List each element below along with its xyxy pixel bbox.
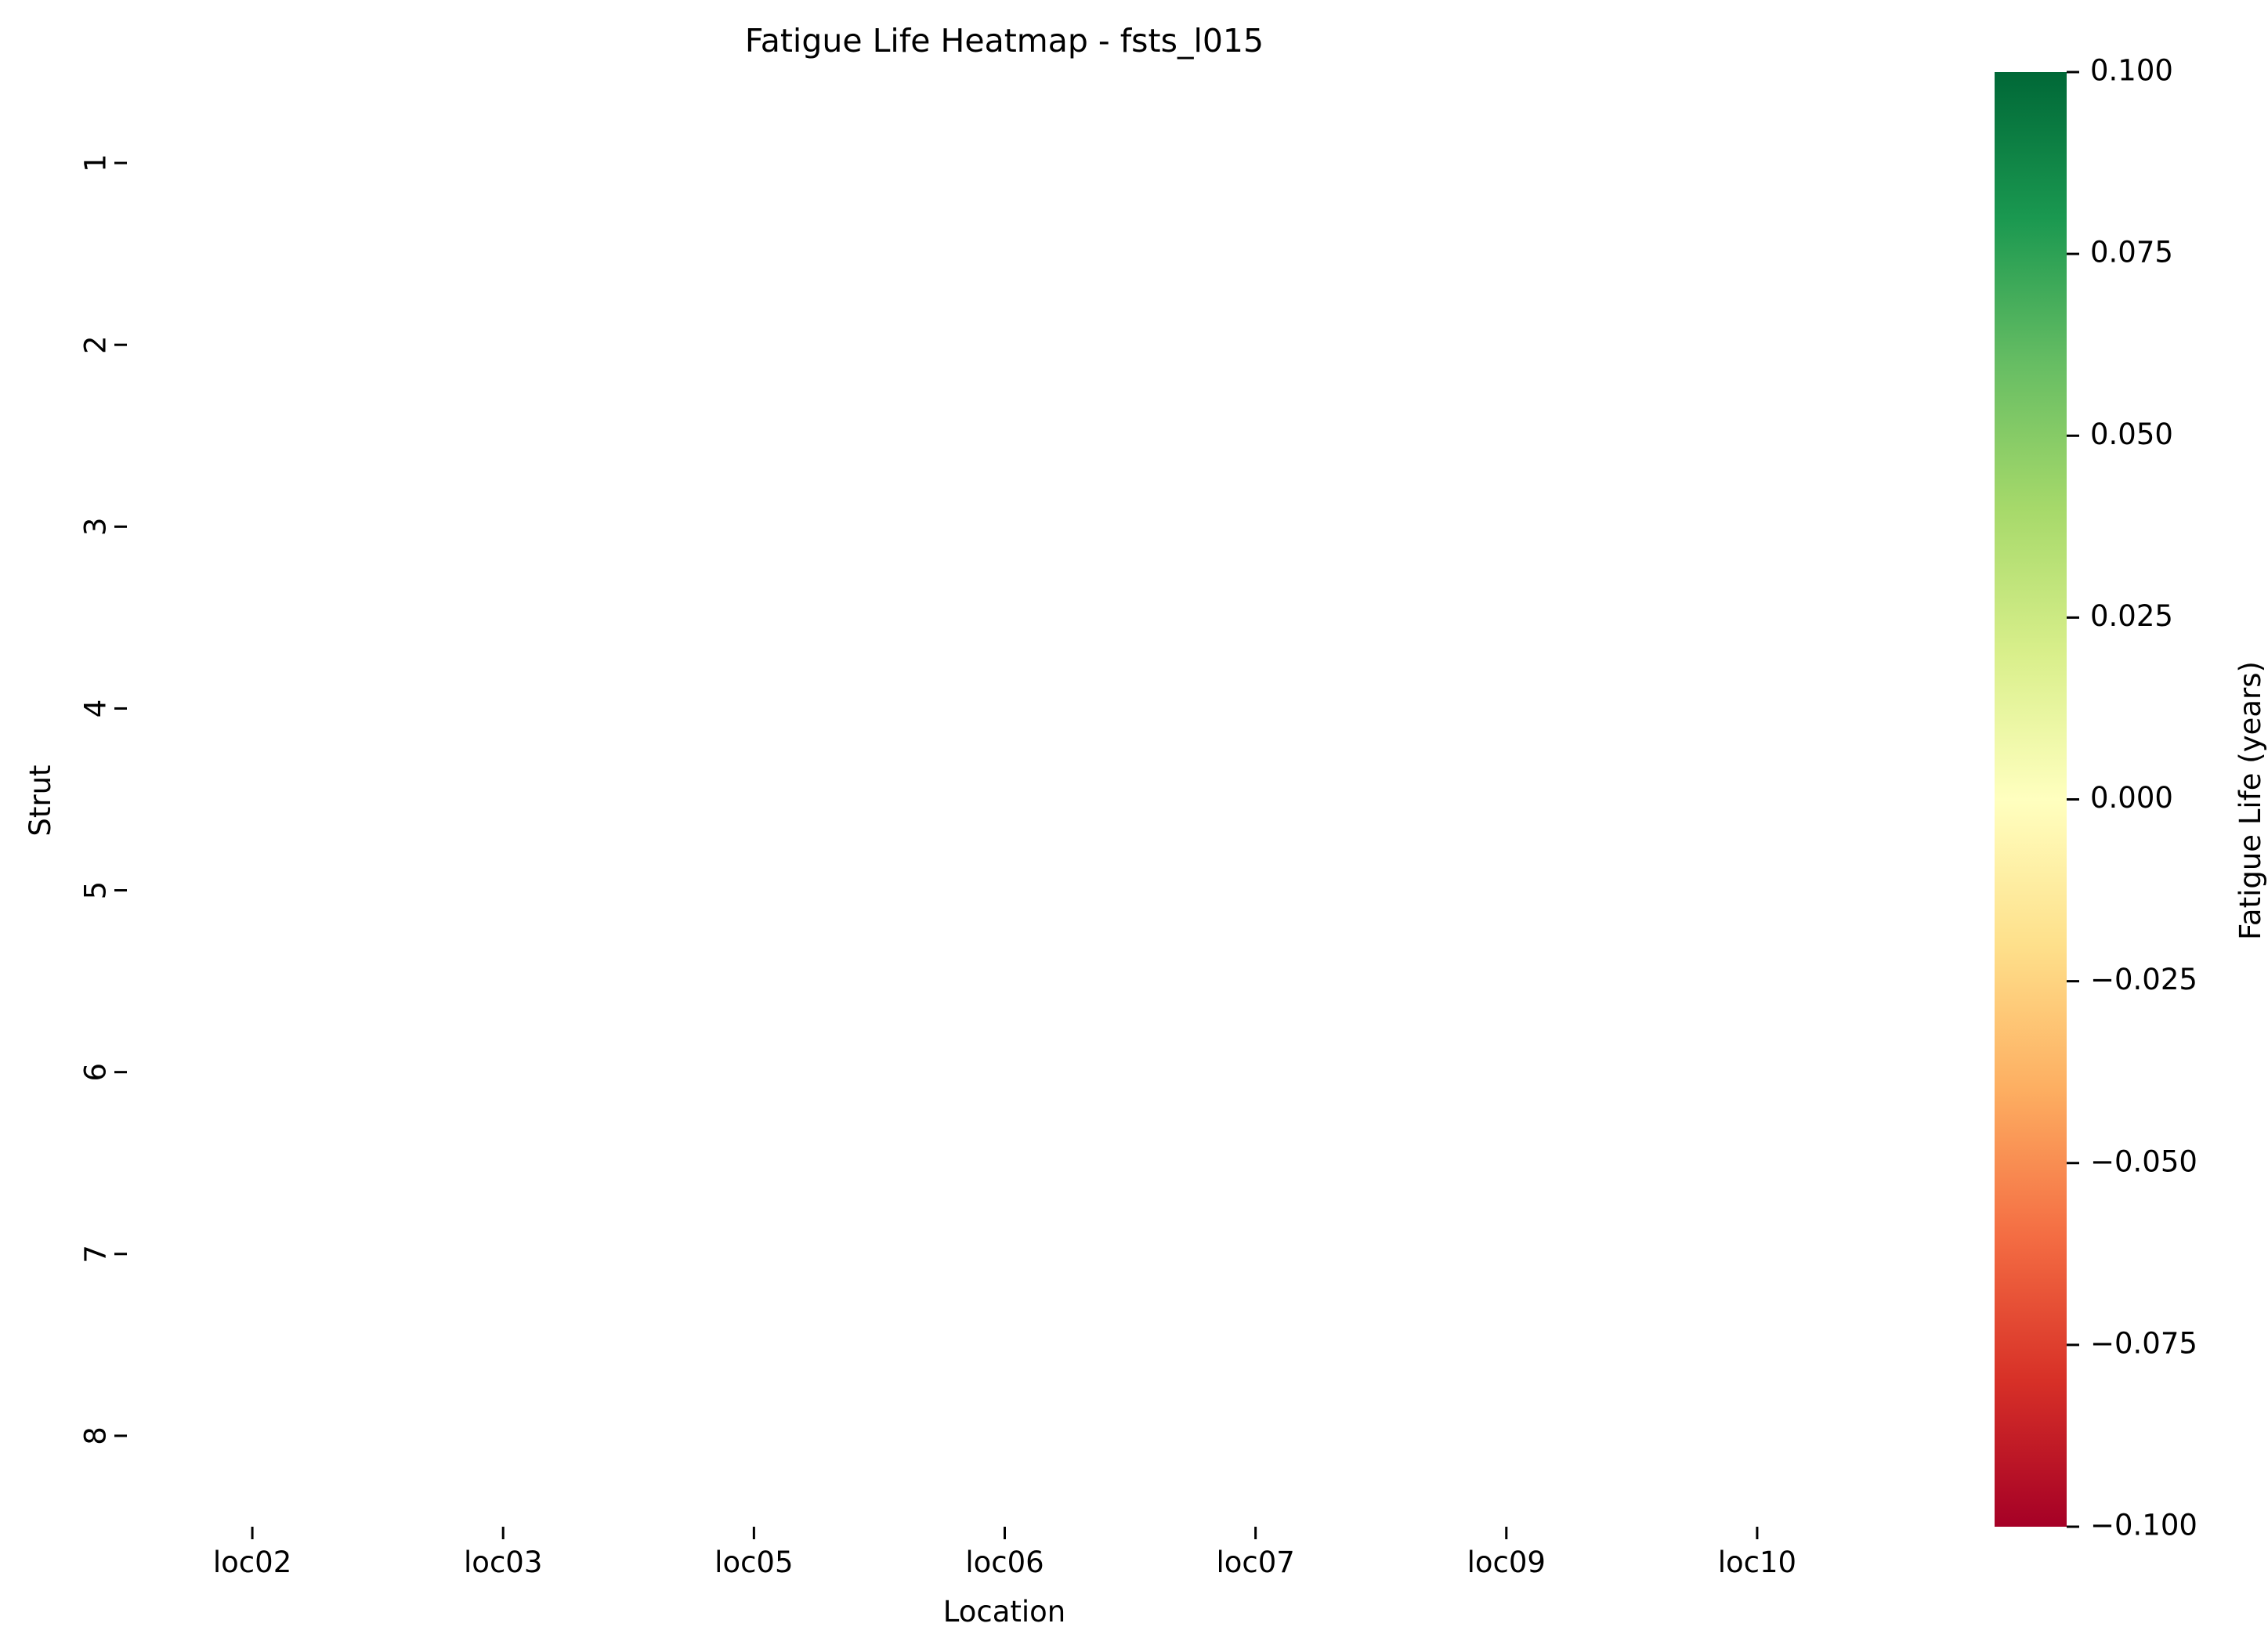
heatmap-cell bbox=[1632, 436, 1883, 617]
heatmap-cell bbox=[127, 72, 378, 254]
heatmap-cell bbox=[628, 982, 879, 1163]
heatmap-cell bbox=[879, 800, 1130, 982]
x-tick-label: loc05 bbox=[714, 1546, 793, 1579]
x-axis-label: Location bbox=[943, 1595, 1066, 1629]
heatmap-cell bbox=[628, 72, 879, 254]
y-tick-label: 6 bbox=[79, 1063, 113, 1082]
x-axis: loc02 loc03 loc05 loc06 loc07 loc09 loc10 bbox=[213, 1527, 1796, 1579]
x-tick-label: loc10 bbox=[1718, 1546, 1796, 1579]
heatmap-cell bbox=[628, 254, 879, 436]
heatmap-cell bbox=[1130, 800, 1381, 982]
y-tick-label: 5 bbox=[79, 881, 113, 900]
colorbar-ticks: 0.100 0.075 0.050 0.025 0.000 −0.025 −0.050 −0.… bbox=[2067, 54, 2197, 1542]
colorbar: 0.100 0.075 0.050 0.025 0.000 −0.025 −0.050 −0.… bbox=[1995, 54, 2267, 1542]
heatmap-cell bbox=[1381, 1345, 1632, 1527]
heatmap-cell bbox=[1381, 1163, 1632, 1345]
heatmap-cell bbox=[628, 1163, 879, 1345]
heatmap-cell bbox=[1632, 617, 1883, 799]
colorbar-tick-label: 0.050 bbox=[2090, 418, 2173, 451]
heatmap-cell bbox=[127, 1163, 378, 1345]
heatmap-cell bbox=[378, 436, 628, 617]
heatmap-cell bbox=[628, 800, 879, 982]
heatmap-cell bbox=[1381, 436, 1632, 617]
heatmap-cell bbox=[127, 254, 378, 436]
heatmap-cell bbox=[628, 1345, 879, 1527]
heatmap-cell bbox=[378, 617, 628, 799]
heatmap-cell bbox=[879, 254, 1130, 436]
heatmap-cell bbox=[879, 617, 1130, 799]
y-tick-label: 1 bbox=[79, 154, 113, 172]
colorbar-tick-label: −0.100 bbox=[2090, 1509, 2197, 1542]
colorbar-tick-label: −0.050 bbox=[2090, 1144, 2197, 1178]
heatmap-cell bbox=[1632, 800, 1883, 982]
y-axis-label: Strut bbox=[24, 765, 57, 836]
colorbar-tick-label: −0.075 bbox=[2090, 1326, 2197, 1360]
colorbar-gradient bbox=[1995, 72, 2067, 1527]
plot-area bbox=[127, 72, 1883, 1527]
heatmap-cell bbox=[127, 617, 378, 799]
colorbar-label: Fatigue Life (years) bbox=[2234, 661, 2267, 940]
heatmap-cell bbox=[879, 72, 1130, 254]
heatmap-cell bbox=[1130, 1163, 1381, 1345]
heatmap-cell bbox=[1381, 800, 1632, 982]
heatmap-cell bbox=[628, 617, 879, 799]
colorbar-tick-label: 0.025 bbox=[2090, 599, 2173, 633]
heatmap-cell bbox=[1381, 254, 1632, 436]
heatmap-cell bbox=[378, 800, 628, 982]
heatmap-cell bbox=[1632, 1163, 1883, 1345]
heatmap-cell bbox=[378, 254, 628, 436]
heatmap-cell bbox=[1130, 72, 1381, 254]
heatmap-cell bbox=[1381, 982, 1632, 1163]
heatmap-cell bbox=[1130, 617, 1381, 799]
x-tick-label: loc09 bbox=[1467, 1546, 1546, 1579]
heatmap-cell bbox=[127, 1345, 378, 1527]
heatmap-cell bbox=[628, 436, 879, 617]
y-tick-label: 8 bbox=[79, 1426, 113, 1445]
y-tick-label: 7 bbox=[79, 1245, 113, 1264]
heatmap-cell bbox=[1632, 72, 1883, 254]
heatmap-cell bbox=[378, 1345, 628, 1527]
heatmap-cell bbox=[1381, 617, 1632, 799]
heatmap-cell bbox=[879, 436, 1130, 617]
colorbar-tick-label: 0.075 bbox=[2090, 236, 2173, 269]
heatmap-cell bbox=[378, 982, 628, 1163]
x-tick-label: loc07 bbox=[1216, 1546, 1294, 1579]
colorbar-tick-label: 0.000 bbox=[2090, 781, 2173, 815]
heatmap-cell bbox=[1632, 982, 1883, 1163]
y-tick-label: 2 bbox=[79, 335, 113, 354]
heatmap-cell bbox=[1632, 254, 1883, 436]
heatmap-cell bbox=[127, 436, 378, 617]
heatmap-cell bbox=[127, 800, 378, 982]
heatmap-cell bbox=[879, 1345, 1130, 1527]
heatmap-cell bbox=[1130, 436, 1381, 617]
x-tick-label: loc06 bbox=[965, 1546, 1044, 1579]
heatmap-cell bbox=[879, 982, 1130, 1163]
heatmap-cell bbox=[1632, 1345, 1883, 1527]
y-axis: 1 2 3 4 5 6 7 8 bbox=[79, 154, 127, 1445]
chart-title: Fatigue Life Heatmap - fsts_l015 bbox=[745, 22, 1264, 60]
heatmap-cell bbox=[1130, 254, 1381, 436]
heatmap-cell bbox=[378, 72, 628, 254]
heatmap-cell bbox=[1381, 72, 1632, 254]
heatmap-cell bbox=[378, 1163, 628, 1345]
x-tick-label: loc02 bbox=[213, 1546, 291, 1579]
heatmap-cell bbox=[1130, 982, 1381, 1163]
heatmap-cell bbox=[879, 1163, 1130, 1345]
heatmap-cell bbox=[127, 982, 378, 1163]
y-tick-label: 4 bbox=[79, 700, 113, 718]
colorbar-tick-label: 0.100 bbox=[2090, 54, 2173, 88]
y-tick-label: 3 bbox=[79, 518, 113, 537]
colorbar-tick-label: −0.025 bbox=[2090, 963, 2197, 996]
x-tick-label: loc03 bbox=[464, 1546, 542, 1579]
heatmap-cell bbox=[1130, 1345, 1381, 1527]
